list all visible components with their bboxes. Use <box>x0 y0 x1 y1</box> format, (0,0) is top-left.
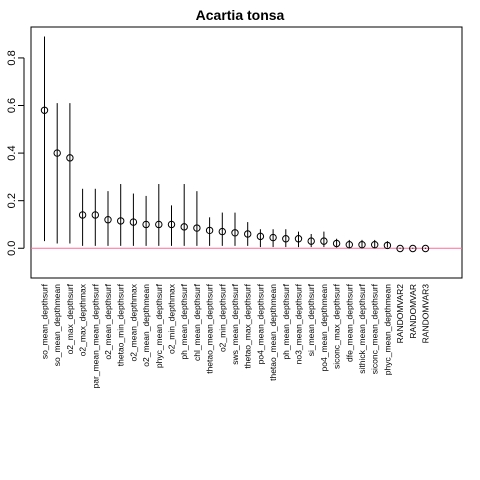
y-tick-label: 0.6 <box>6 98 18 113</box>
data-point <box>180 223 188 231</box>
data-point <box>231 229 239 237</box>
plot-frame <box>30 26 463 279</box>
data-point <box>396 244 404 253</box>
x-category-label: sws_mean_depthsurf <box>230 283 240 364</box>
data-point <box>345 240 353 249</box>
x-category-label: RANDOMVAR3 <box>421 284 431 344</box>
x-category-label: po4_mean_depthsurf <box>255 283 265 364</box>
x-category-label: phyc_mean_depthmean <box>382 284 392 375</box>
data-point <box>383 241 392 250</box>
data-point <box>193 224 201 232</box>
x-category-label: thetao_max_depthsurf <box>243 283 253 368</box>
data-point <box>244 230 252 238</box>
x-category-label: o2_min_depthmax <box>167 283 177 354</box>
x-category-label: thetao_mean_depthsurf <box>205 283 215 373</box>
data-point <box>282 235 290 243</box>
y-tick-label: 0.8 <box>6 50 18 65</box>
data-point <box>256 232 265 241</box>
data-point <box>294 235 303 243</box>
x-category-label: no3_mean_depthsurf <box>294 283 304 364</box>
x-category-label: o2_mean_depthmax <box>128 283 138 361</box>
x-axis-labels: so_mean_depthsurf so_mean_depthmean o2_max… <box>40 283 431 388</box>
y-tick-label: 0.4 <box>6 145 18 160</box>
x-category-label: phyc_mean_depthsurf <box>154 283 164 368</box>
data-point <box>358 240 366 249</box>
data-point <box>218 227 227 236</box>
x-category-label: par_mean_mean_depthsurf <box>90 283 100 388</box>
data-point <box>66 154 74 162</box>
x-category-label: po4_mean_depthmean <box>319 284 329 372</box>
x-category-label: o2_mean_depthmean <box>141 284 151 367</box>
x-category-label: so_mean_depthsurf <box>40 283 50 359</box>
x-category-label: si_mean_depthsurf <box>306 283 316 356</box>
x-category-label: ph_mean_depthsurf <box>281 283 291 359</box>
x-category-label: chl_mean_depthsurf <box>192 283 202 361</box>
data-point <box>307 237 315 245</box>
y-axis: 0.0 0.2 0.4 0.6 0.8 <box>6 50 25 256</box>
y-tick-label: 0.0 <box>6 241 18 256</box>
chart-title: Acartia tonsa <box>196 7 285 23</box>
data-point <box>371 240 379 249</box>
x-category-label: thetao_min_depthsurf <box>116 283 126 366</box>
data-point <box>117 217 125 225</box>
data-point <box>129 218 138 226</box>
x-category-label: ph_mean_depthsurf <box>179 283 189 359</box>
chart-marks <box>40 36 430 253</box>
x-category-label: RANDOMVAR2 <box>395 284 405 344</box>
x-category-label: o2_mean_depthsurf <box>103 283 113 359</box>
data-point <box>91 211 100 219</box>
x-category-label: RANDOMVAR <box>408 284 418 339</box>
y-tick-label: 0.2 <box>6 193 18 208</box>
data-point <box>269 233 277 242</box>
x-category-label: siconc_mean_depthsurf <box>370 283 380 374</box>
data-point <box>205 226 214 235</box>
data-point <box>320 237 328 245</box>
data-point <box>332 239 341 248</box>
data-point <box>421 244 430 253</box>
data-point <box>78 211 87 219</box>
data-point <box>142 220 150 229</box>
x-category-label: so_mean_depthmean <box>52 284 62 367</box>
x-category-label: dfe_mean_depthsurf <box>344 283 354 362</box>
x-category-label: o2_max_depthsurf <box>65 283 75 354</box>
data-point <box>155 220 163 229</box>
data-point <box>409 244 417 253</box>
x-category-label: thetao_mean_depthmean <box>268 284 278 381</box>
x-category-label: siconc_max_depthsurf <box>332 283 342 369</box>
data-point <box>104 216 112 224</box>
data-point <box>167 220 176 229</box>
data-point <box>53 149 61 157</box>
x-category-label: o2_max_depthmax <box>78 283 88 356</box>
x-category-label: sithick_mean_depthsurf <box>357 283 367 373</box>
data-point <box>40 106 49 114</box>
x-category-label: o2_min_depthsurf <box>217 283 227 352</box>
